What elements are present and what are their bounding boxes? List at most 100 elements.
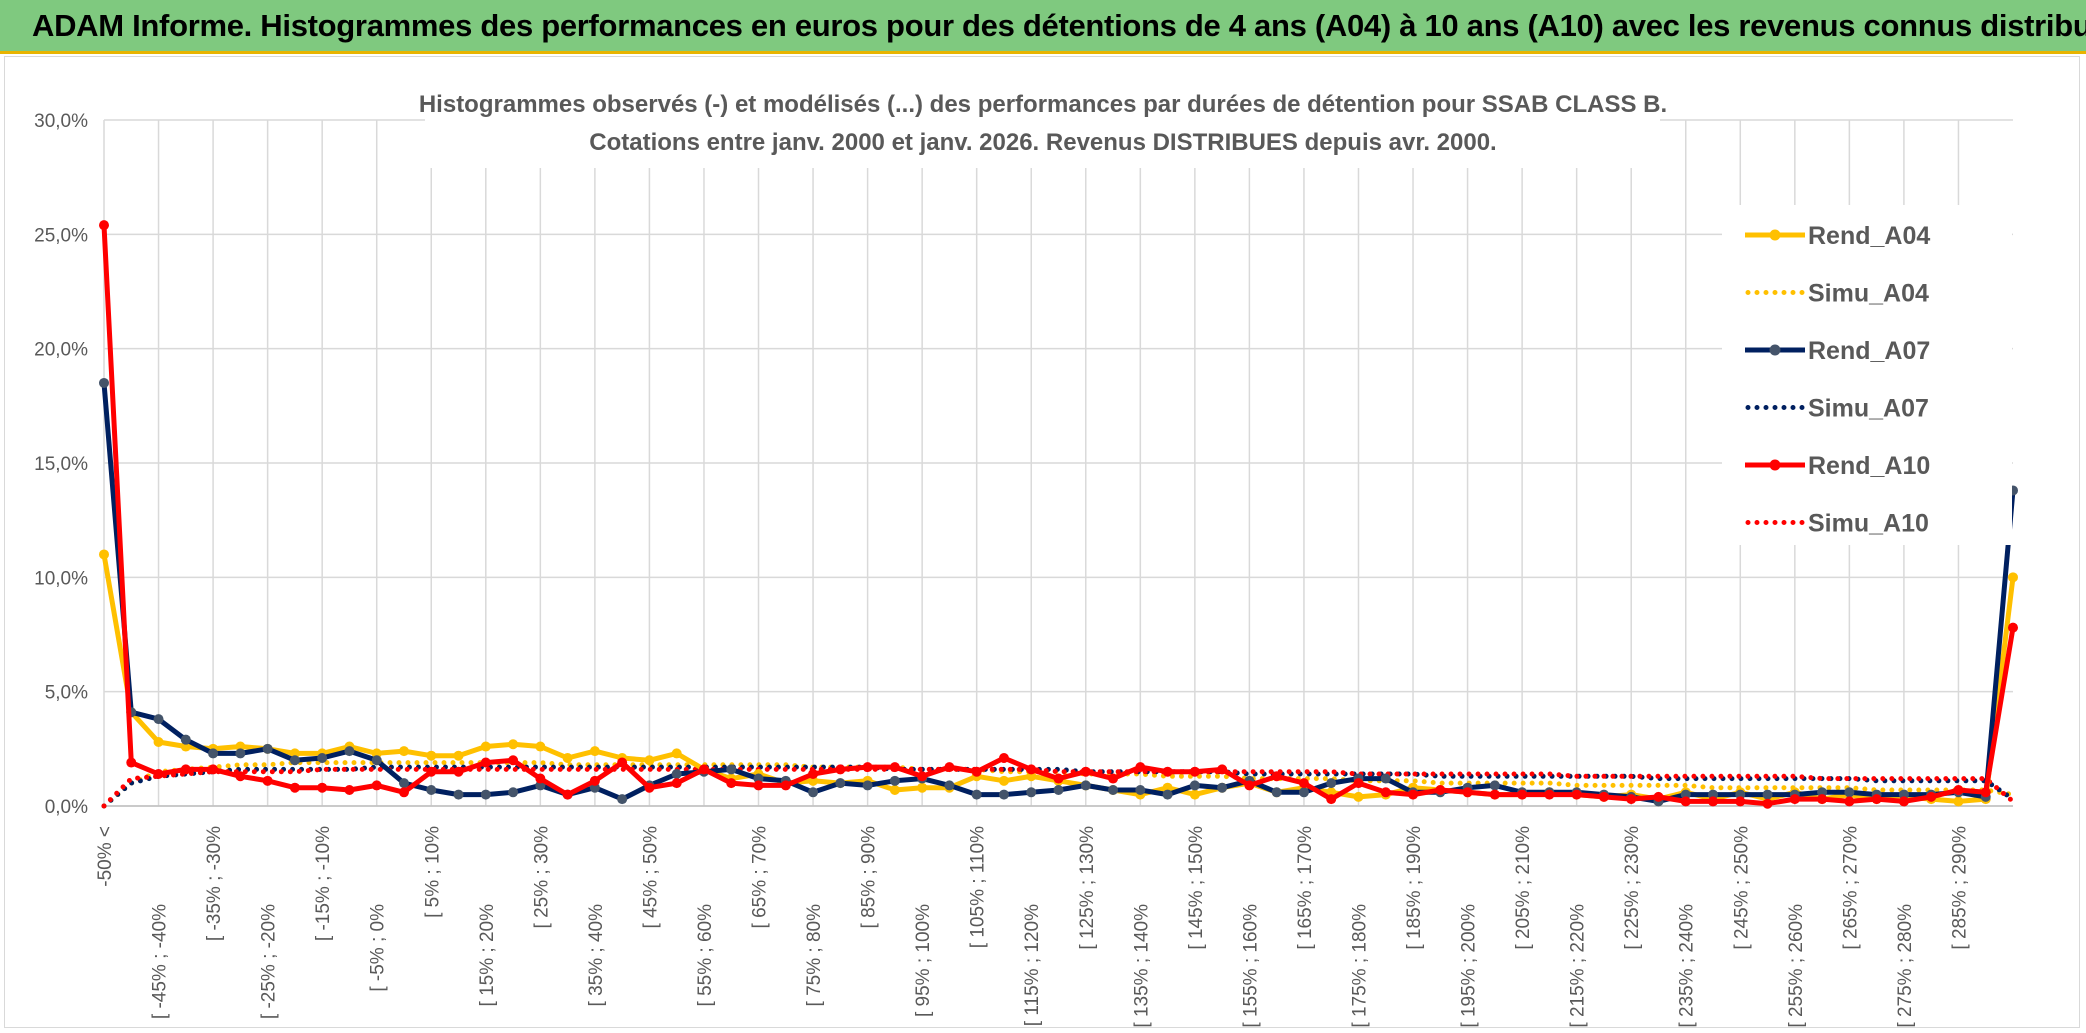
legend-item-Simu_A04: Simu_A04 [1745, 280, 1929, 308]
series-lines [99, 220, 2018, 809]
y-tick-label: 30,0% [34, 111, 88, 132]
data-point [153, 736, 164, 747]
data-point [862, 780, 873, 791]
legend-item-Rend_A07: Rend_A07 [1745, 337, 1930, 365]
x-axis: -50% < [ -45% ; -40% [ -35% ; -30% [ -25% ;… [95, 826, 1970, 1028]
data-point [917, 782, 928, 793]
data-point [1871, 794, 1882, 805]
data-point [780, 780, 791, 791]
x-tick-label: [ 85% ; 90% [859, 826, 880, 929]
data-point [398, 787, 409, 798]
data-point [1353, 791, 1364, 802]
x-tick-label: [ 155% ; 160% [1240, 904, 1261, 1028]
data-point [589, 746, 600, 757]
data-point [808, 775, 819, 786]
data-point [617, 794, 628, 805]
data-point [1980, 787, 1991, 798]
data-point [1844, 787, 1855, 798]
y-axis: 0,0% 5,0% 10,0% 15,0% 20,0% 25,0% 30,0% [34, 111, 88, 818]
data-point [1217, 764, 1228, 775]
data-point [1598, 791, 1609, 802]
chart-subtitle: Cotations entre janv. 2000 et janv. 2026… [589, 129, 1496, 156]
x-tick-label: [ 35% ; 40% [586, 904, 607, 1007]
data-point [971, 789, 982, 800]
data-point [1462, 787, 1473, 798]
data-point [644, 755, 655, 766]
data-point [235, 771, 246, 782]
data-point [917, 771, 928, 782]
chart-title: Histogrammes observés (-) et modélisés (… [419, 91, 1667, 118]
legend-label: Rend_A04 [1808, 222, 1930, 250]
data-point [1380, 787, 1391, 798]
x-tick-label: [ 145% ; 150% [1186, 826, 1207, 950]
x-tick-label: [ -45% ; -40% [150, 904, 171, 1019]
legend-marker [1769, 344, 1781, 356]
data-point [589, 775, 600, 786]
data-point [235, 741, 246, 752]
data-point [753, 773, 764, 784]
series-line [101, 760, 2016, 809]
data-point [371, 748, 382, 759]
data-point [1408, 789, 1419, 800]
data-point [589, 782, 600, 793]
data-point [289, 782, 300, 793]
x-tick-label: -50% < [95, 826, 116, 887]
data-point [1735, 796, 1746, 807]
data-point [1298, 778, 1309, 789]
data-point [808, 768, 819, 779]
data-point [1708, 789, 1719, 800]
data-point [1026, 787, 1037, 798]
x-tick-label: [ -25% ; -20% [259, 904, 280, 1019]
data-point [508, 787, 519, 798]
data-point [1353, 778, 1364, 789]
data-point [835, 778, 846, 789]
data-point [889, 784, 900, 795]
x-tick-label: [ 255% ; 260% [1786, 904, 1807, 1028]
data-point [153, 714, 164, 725]
data-point [1489, 789, 1500, 800]
data-point [971, 766, 982, 777]
data-point [126, 757, 137, 768]
y-tick-label: 0,0% [45, 797, 88, 818]
legend-label: Simu_A04 [1808, 280, 1929, 308]
data-point [1162, 789, 1173, 800]
data-point [889, 775, 900, 786]
data-point [1544, 789, 1555, 800]
data-point [1026, 764, 1037, 775]
data-point [1244, 780, 1255, 791]
legend-item-Rend_A10: Rend_A10 [1745, 452, 1930, 480]
data-point [1135, 762, 1146, 773]
data-point [1053, 773, 1064, 784]
data-point [1189, 766, 1200, 777]
data-point [1517, 789, 1528, 800]
data-point [671, 778, 682, 789]
data-point [998, 775, 1009, 786]
data-point [1680, 796, 1691, 807]
data-point [1817, 787, 1828, 798]
data-point [671, 748, 682, 759]
data-point [398, 778, 409, 789]
data-point [344, 784, 355, 795]
data-point [1380, 773, 1391, 784]
series-Simu_A10 [101, 766, 2016, 809]
legend-label: Rend_A10 [1808, 452, 1930, 480]
data-point [1435, 784, 1446, 795]
legend-label: Rend_A07 [1808, 337, 1930, 365]
x-tick-label: [ 185% ; 190% [1404, 826, 1425, 950]
data-point [480, 757, 491, 768]
data-point [262, 775, 273, 786]
y-tick-label: 5,0% [45, 683, 88, 704]
report-banner: ADAM Informe. Histogrammes des performan… [0, 0, 2086, 54]
data-point [698, 764, 709, 775]
data-point [480, 741, 491, 752]
data-point [1108, 773, 1119, 784]
series-Simu_A04 [101, 760, 2016, 809]
data-point [1898, 796, 1909, 807]
data-point [2008, 622, 2018, 633]
data-point [998, 752, 1009, 763]
data-point [1053, 784, 1064, 795]
data-point [1271, 787, 1282, 798]
data-point [1108, 784, 1119, 795]
data-point [1762, 798, 1773, 809]
